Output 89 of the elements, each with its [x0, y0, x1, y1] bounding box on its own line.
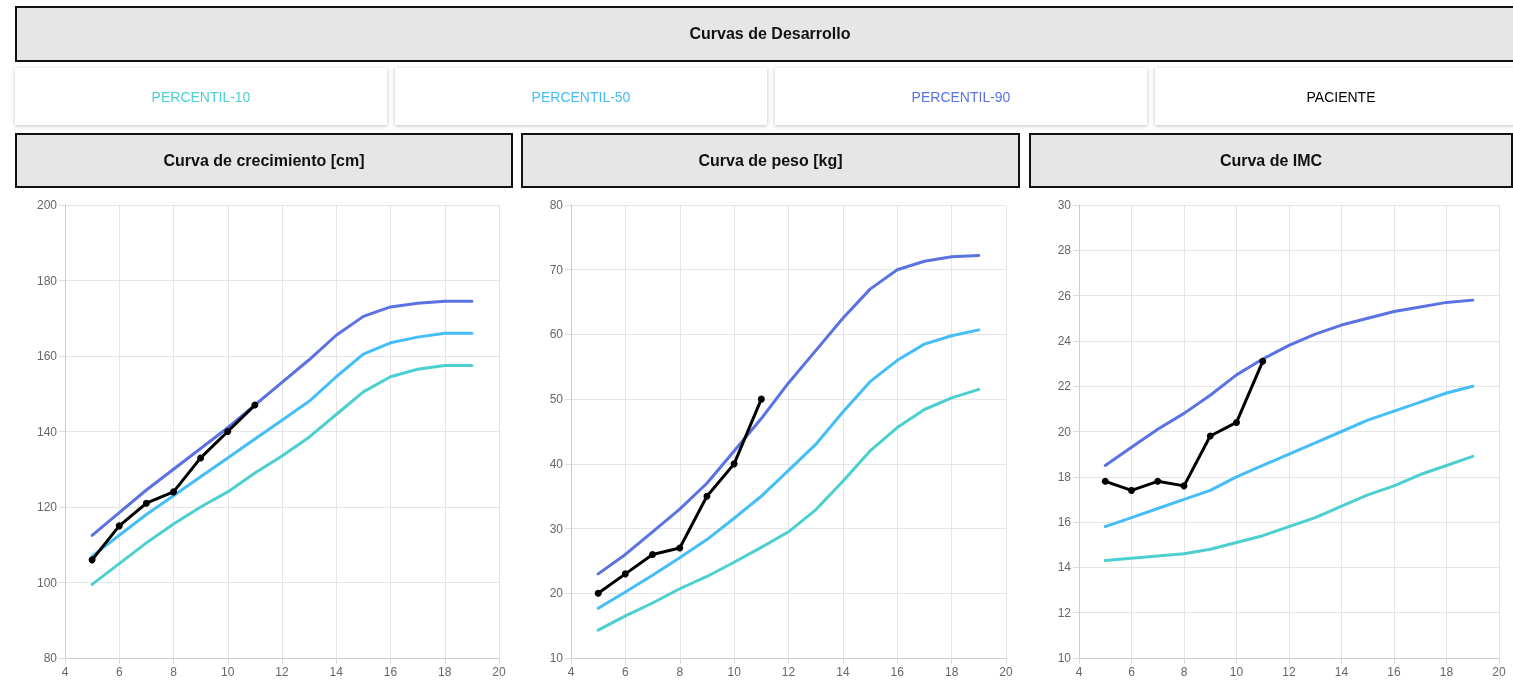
point	[197, 454, 205, 462]
y-tick-label: 120	[36, 500, 58, 514]
x-tick-label: 8	[676, 665, 684, 679]
line-series	[90, 363, 474, 586]
x-tick-label: 12	[781, 665, 796, 679]
y-tick-label: 80	[549, 198, 564, 212]
line-series	[1103, 298, 1475, 467]
line-series	[90, 299, 474, 537]
y-tick-label: 12	[1057, 605, 1072, 620]
point	[649, 550, 657, 558]
point	[115, 522, 123, 530]
x-tick-label: 4	[567, 665, 575, 679]
y-tick-label: 30	[549, 521, 564, 536]
line-series	[1103, 454, 1475, 563]
y-tick-label: 80	[43, 651, 58, 665]
point	[1259, 357, 1267, 365]
chart-title: Curva de IMC	[1029, 133, 1513, 188]
x-tick-label: 8	[170, 665, 178, 679]
y-tick-label: 60	[549, 327, 564, 342]
y-tick-label: 200	[36, 198, 58, 212]
text: PACIENTE	[1155, 68, 1513, 125]
x-tick-label: 18	[944, 665, 959, 679]
point	[142, 499, 150, 507]
x-tick-label: 10	[221, 665, 235, 679]
y-tick-label: 10	[1057, 651, 1072, 665]
text: PERCENTIL-90	[775, 68, 1147, 125]
x-tick-label: 16	[890, 665, 905, 679]
point	[676, 544, 684, 552]
y-tick-label: 20	[1057, 424, 1072, 439]
point	[757, 395, 765, 403]
line-series	[1103, 384, 1475, 529]
y-tick-label: 26	[1057, 288, 1072, 303]
x-tick-label: 4	[1075, 665, 1083, 679]
y-tick-label: 10	[549, 651, 564, 665]
y-tick-label: 100	[36, 575, 58, 590]
x-tick-label: 12	[1282, 665, 1296, 679]
x-tick-label: 20	[492, 665, 506, 679]
x-tick-label: 20	[999, 665, 1013, 679]
x-tick-label: 6	[1128, 665, 1136, 679]
point	[1233, 418, 1240, 426]
line-series	[596, 253, 981, 576]
y-tick-label: 22	[1057, 379, 1072, 394]
line-series	[596, 387, 981, 632]
y-tick-label: 28	[1057, 243, 1072, 258]
y-tick-label: 18	[1057, 469, 1072, 484]
x-tick-label: 6	[622, 665, 630, 679]
y-tick-label: 50	[549, 392, 564, 407]
y-tick-label: 160	[36, 349, 58, 363]
chart-title: Curva de crecimiento [cm]	[15, 133, 513, 188]
x-tick-label: 18	[438, 665, 452, 679]
y-tick-label: 20	[549, 586, 564, 601]
y-tick-label: 16	[1057, 515, 1072, 530]
x-tick-label: 16	[383, 665, 398, 679]
point	[224, 428, 232, 435]
point	[88, 556, 96, 564]
x-tick-label: 8	[1180, 665, 1188, 679]
x-tick-label: 14	[329, 665, 344, 679]
x-tick-label: 16	[1387, 665, 1401, 679]
point	[1154, 477, 1162, 485]
y-tick-label: 24	[1057, 333, 1072, 348]
y-tick-label: 30	[1057, 198, 1072, 212]
x-tick-label: 10	[727, 665, 742, 679]
x-tick-label: 6	[115, 665, 123, 679]
point	[170, 488, 177, 496]
point	[1128, 486, 1135, 494]
point	[703, 492, 711, 500]
x-tick-label: 4	[61, 665, 69, 679]
x-tick-label: 18	[1439, 665, 1454, 679]
point	[730, 460, 738, 468]
text: PERCENTIL-50	[395, 68, 767, 125]
text: PERCENTIL-10	[15, 68, 387, 125]
y-tick-label: 140	[36, 424, 58, 439]
x-tick-label: 20	[1492, 665, 1506, 679]
point	[1206, 432, 1214, 440]
point	[594, 589, 602, 597]
x-tick-label: 14	[836, 665, 850, 679]
text: Curvas de Desarrollo	[15, 6, 1513, 62]
y-tick-label: 40	[549, 456, 564, 471]
point	[1101, 477, 1109, 485]
x-tick-label: 10	[1229, 665, 1244, 679]
x-tick-label: 14	[1334, 665, 1349, 679]
line-series	[596, 328, 981, 610]
y-tick-label: 14	[1057, 560, 1072, 575]
y-tick-label: 70	[549, 262, 564, 277]
chart-title: Curva de peso [kg]	[521, 133, 1020, 188]
point	[621, 570, 629, 578]
y-tick-label: 180	[36, 273, 58, 288]
point	[251, 401, 259, 409]
x-tick-label: 12	[275, 665, 289, 679]
